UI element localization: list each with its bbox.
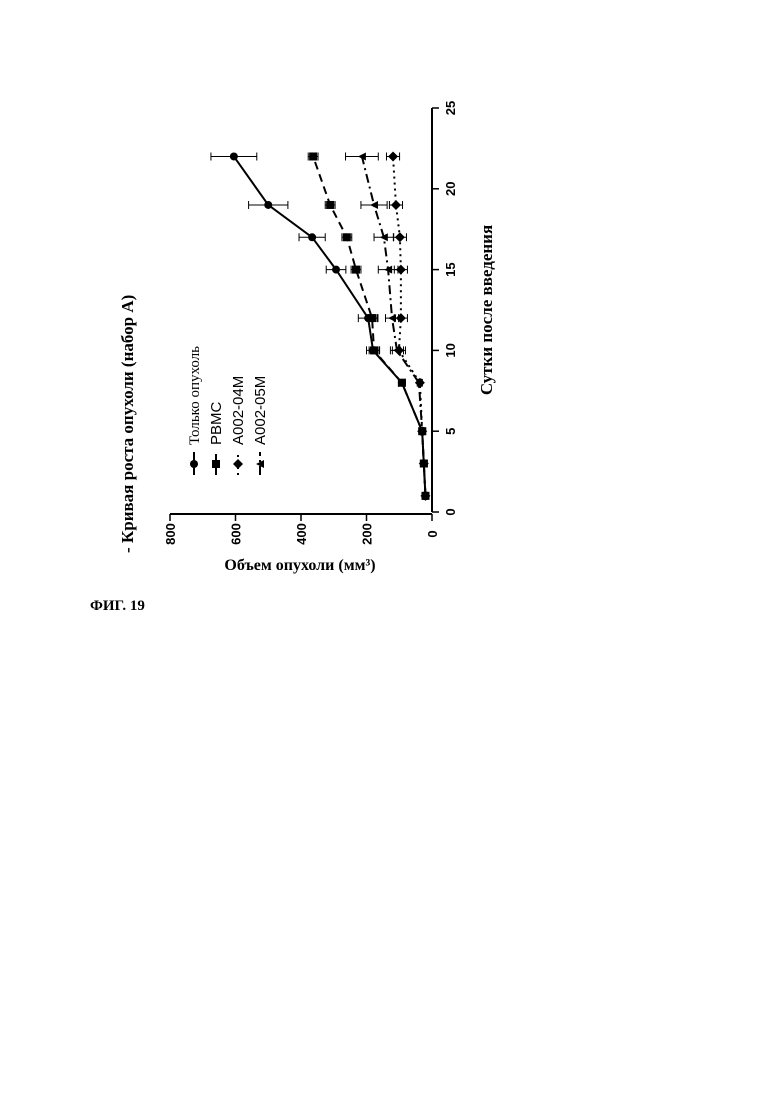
point xyxy=(309,152,317,160)
legend-label: PBMC xyxy=(208,401,225,445)
point xyxy=(388,151,398,161)
point xyxy=(332,266,340,274)
point xyxy=(391,200,401,210)
point xyxy=(230,152,238,160)
y-tick-label: 800 xyxy=(163,523,178,545)
page: ФИГ. 19 - Кривая роста опухоли (набор A)… xyxy=(0,0,780,1103)
point xyxy=(398,379,406,387)
point xyxy=(368,314,376,322)
legend-marker xyxy=(190,460,198,468)
point xyxy=(370,201,378,209)
x-tick-label: 10 xyxy=(443,343,458,357)
point xyxy=(343,233,351,241)
legend-label: A002-04M xyxy=(230,376,247,445)
y-tick-label: 600 xyxy=(229,523,244,545)
legend-label: A002-05M xyxy=(252,376,269,445)
legend-marker xyxy=(212,460,220,468)
figure-label: ФИГ. 19 xyxy=(90,598,145,614)
y-tick-label: 200 xyxy=(360,523,375,545)
chart-title: - Кривая роста опухоли (набор A) xyxy=(118,295,137,553)
x-tick-label: 25 xyxy=(443,101,458,115)
y-tick-label: 400 xyxy=(294,523,309,545)
legend-label: Только опухоль xyxy=(187,346,203,445)
y-tick-label: 0 xyxy=(425,530,440,537)
y-axis-label: Объем опухоли (мм³) xyxy=(224,557,375,574)
x-tick-label: 20 xyxy=(443,182,458,196)
point xyxy=(388,314,396,322)
point xyxy=(264,201,272,209)
legend-marker xyxy=(233,459,243,469)
point xyxy=(308,233,316,241)
x-tick-label: 0 xyxy=(443,508,458,515)
x-tick-label: 15 xyxy=(443,262,458,276)
point xyxy=(352,266,360,274)
point xyxy=(395,232,405,242)
x-axis-label: Сутки после введения xyxy=(477,225,496,395)
x-tick-label: 5 xyxy=(443,428,458,435)
point xyxy=(370,346,378,354)
point xyxy=(326,201,334,209)
